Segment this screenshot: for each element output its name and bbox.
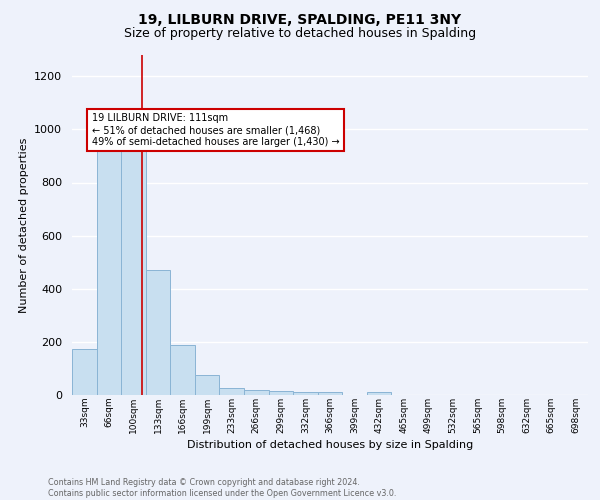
Text: 19 LILBURN DRIVE: 111sqm
← 51% of detached houses are smaller (1,468)
49% of sem: 19 LILBURN DRIVE: 111sqm ← 51% of detach… xyxy=(92,114,339,146)
Bar xyxy=(121,130,146,395)
Bar xyxy=(269,391,293,395)
Y-axis label: Number of detached properties: Number of detached properties xyxy=(19,138,29,312)
Bar xyxy=(72,348,97,395)
Text: Contains HM Land Registry data © Crown copyright and database right 2024.
Contai: Contains HM Land Registry data © Crown c… xyxy=(48,478,397,498)
Bar xyxy=(318,392,342,395)
Bar xyxy=(293,392,318,395)
Bar xyxy=(170,344,195,395)
Bar xyxy=(367,392,391,395)
X-axis label: Distribution of detached houses by size in Spalding: Distribution of detached houses by size … xyxy=(187,440,473,450)
Bar xyxy=(195,375,220,395)
Bar xyxy=(244,390,269,395)
Bar xyxy=(220,388,244,395)
Text: Size of property relative to detached houses in Spalding: Size of property relative to detached ho… xyxy=(124,28,476,40)
Bar xyxy=(146,270,170,395)
Bar xyxy=(97,138,121,395)
Text: 19, LILBURN DRIVE, SPALDING, PE11 3NY: 19, LILBURN DRIVE, SPALDING, PE11 3NY xyxy=(139,12,461,26)
